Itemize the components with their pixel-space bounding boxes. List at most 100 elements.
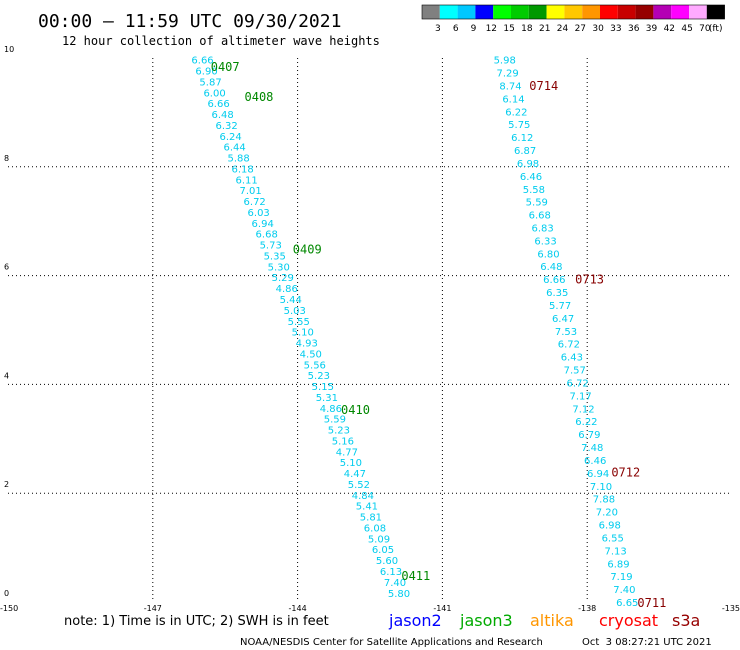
colorbar-label: 42 <box>664 24 675 34</box>
swh-value-label: 6.68 <box>256 230 278 241</box>
colorbar-swatch <box>617 5 636 19</box>
swh-value-label: 6.05 <box>372 545 394 556</box>
swh-value-label: 7.19 <box>610 572 632 583</box>
swh-value-label: 5.55 <box>288 317 310 328</box>
colorbar-label: 45 <box>681 24 692 34</box>
colorbar-label: 27 <box>575 24 586 34</box>
swh-value-label: 7.29 <box>496 69 518 80</box>
swh-value-label: 7.40 <box>613 585 635 596</box>
swh-value-label: 7.20 <box>596 508 618 519</box>
pass-time-label: 0409 <box>293 242 322 256</box>
footer-credit: NOAA/NESDIS Center for Satellite Applica… <box>240 637 543 648</box>
colorbar-label: 3 <box>435 24 441 34</box>
swh-value-label: 4.50 <box>300 349 322 360</box>
colorbar-swatch <box>439 5 458 19</box>
plot-grid <box>8 58 732 602</box>
footer-timestamp: Oct 3 08:27:21 UTC 2021 <box>582 637 712 648</box>
pass-time-label: 0714 <box>529 79 558 93</box>
swh-value-label: 7.48 <box>581 443 603 454</box>
x-tick-label: -150 <box>0 604 18 613</box>
footer-note: note: 1) Time is in UTC; 2) SWH is in fe… <box>64 614 329 629</box>
y-tick-label: 2 <box>4 480 9 489</box>
swh-value-label: 7.57 <box>564 366 586 377</box>
swh-value-label: 6.89 <box>607 559 629 570</box>
pass-time-label: 0407 <box>211 60 240 74</box>
x-tick-label: -144 <box>289 604 307 613</box>
pass-time-label: 0410 <box>341 403 370 417</box>
x-tick-label: -147 <box>144 604 162 613</box>
swh-value-label: 5.52 <box>348 480 370 491</box>
swh-value-label: 7.53 <box>555 327 577 338</box>
swh-value-label: 4.84 <box>352 491 374 502</box>
colorbar-label: 15 <box>503 24 514 34</box>
swh-value-label: 5.75 <box>508 120 530 131</box>
swh-value-label: 5.41 <box>356 502 378 513</box>
swh-value-label: 6.00 <box>203 88 225 99</box>
swh-value-label: 5.80 <box>388 589 410 600</box>
colorbar-swatch <box>546 5 565 19</box>
swh-value-label: 6.14 <box>502 94 524 105</box>
colorbar-swatch <box>564 5 583 19</box>
swh-value-label: 6.43 <box>561 353 583 364</box>
swh-value-label: 5.15 <box>312 382 334 393</box>
swh-value-label: 5.58 <box>523 185 545 196</box>
colorbar-label: 6 <box>453 24 459 34</box>
swh-value-label: 5.29 <box>272 273 294 284</box>
swh-value-label: 5.56 <box>304 360 326 371</box>
swh-value-label: 4.93 <box>296 339 318 350</box>
swh-value-label: 6.44 <box>223 143 245 154</box>
satellite-legend-jason3: jason3 <box>459 611 513 630</box>
colorbar-swatch <box>457 5 476 19</box>
swh-value-label: 5.98 <box>494 56 516 67</box>
swh-value-label: 6.72 <box>567 378 589 389</box>
swh-value-label: 6.94 <box>252 219 274 230</box>
chart-subtitle: 12 hour collection of altimeter wave hei… <box>62 34 380 48</box>
pass-time-label: 0712 <box>611 465 640 479</box>
color-scale-legend: 3 6 9 12 15 18 21 24 27 30 33 36 39 42 45 70(ft) <box>421 4 725 34</box>
swh-value-label: 6.47 <box>552 314 574 325</box>
swh-value-label: 6.11 <box>236 175 258 186</box>
colorbar-swatch <box>635 5 654 19</box>
colorbar-swatch <box>493 5 511 19</box>
colorbar-swatch <box>582 5 600 19</box>
y-tick-label: 6 <box>4 263 9 272</box>
swh-value-label: 6.98 <box>599 521 621 532</box>
y-tick-label: 8 <box>4 154 9 163</box>
x-tick-label: -135 <box>722 604 740 613</box>
swh-value-label: 5.59 <box>526 198 548 209</box>
colorbar-swatch <box>475 5 494 19</box>
swh-value-label: 6.03 <box>248 208 270 219</box>
swh-value-label: 5.16 <box>332 436 354 447</box>
swh-value-label: 6.12 <box>511 133 533 144</box>
swh-value-label: 5.44 <box>280 295 302 306</box>
swh-value-label: 6.72 <box>558 340 580 351</box>
pass-time-label: 0411 <box>401 569 430 583</box>
swh-value-label: 7.01 <box>240 186 262 197</box>
colorbar-swatch <box>653 5 672 19</box>
satellite-legend: jason2 jason3 altika cryosat s3a <box>388 611 700 630</box>
swh-value-label: 6.90 <box>195 67 217 78</box>
axis-tick-labels: -150 -147 -144 -141 -138 -135 0 2 4 6 8 10 <box>0 45 740 613</box>
swh-value-label: 6.22 <box>575 417 597 428</box>
colorbar-swatch <box>528 5 547 19</box>
colorbar-label: 24 <box>557 24 569 34</box>
swh-value-label: 5.81 <box>360 513 382 524</box>
colorbar-label: 33 <box>610 24 621 34</box>
colorbar-label: 18 <box>521 24 533 34</box>
swh-value-label: 6.48 <box>540 262 562 273</box>
swh-value-label: 5.30 <box>268 262 290 273</box>
swh-value-label: 6.46 <box>520 172 542 183</box>
swh-value-label: 4.77 <box>336 447 358 458</box>
swh-value-label: 5.23 <box>308 371 330 382</box>
swh-value-label: 6.80 <box>537 249 559 260</box>
colorbar-label: 21 <box>539 24 550 34</box>
swh-value-label: 5.88 <box>227 154 249 165</box>
colorbar-swatch <box>706 5 725 19</box>
swh-value-label: 5.10 <box>292 328 314 339</box>
y-tick-label: 10 <box>4 45 14 54</box>
swh-value-label: 6.66 <box>207 99 229 110</box>
satellite-legend-cryosat: cryosat <box>599 611 658 630</box>
x-tick-label: -138 <box>578 604 596 613</box>
swh-value-label: 4.86 <box>320 404 342 415</box>
swh-value-label: 8.74 <box>499 81 521 92</box>
